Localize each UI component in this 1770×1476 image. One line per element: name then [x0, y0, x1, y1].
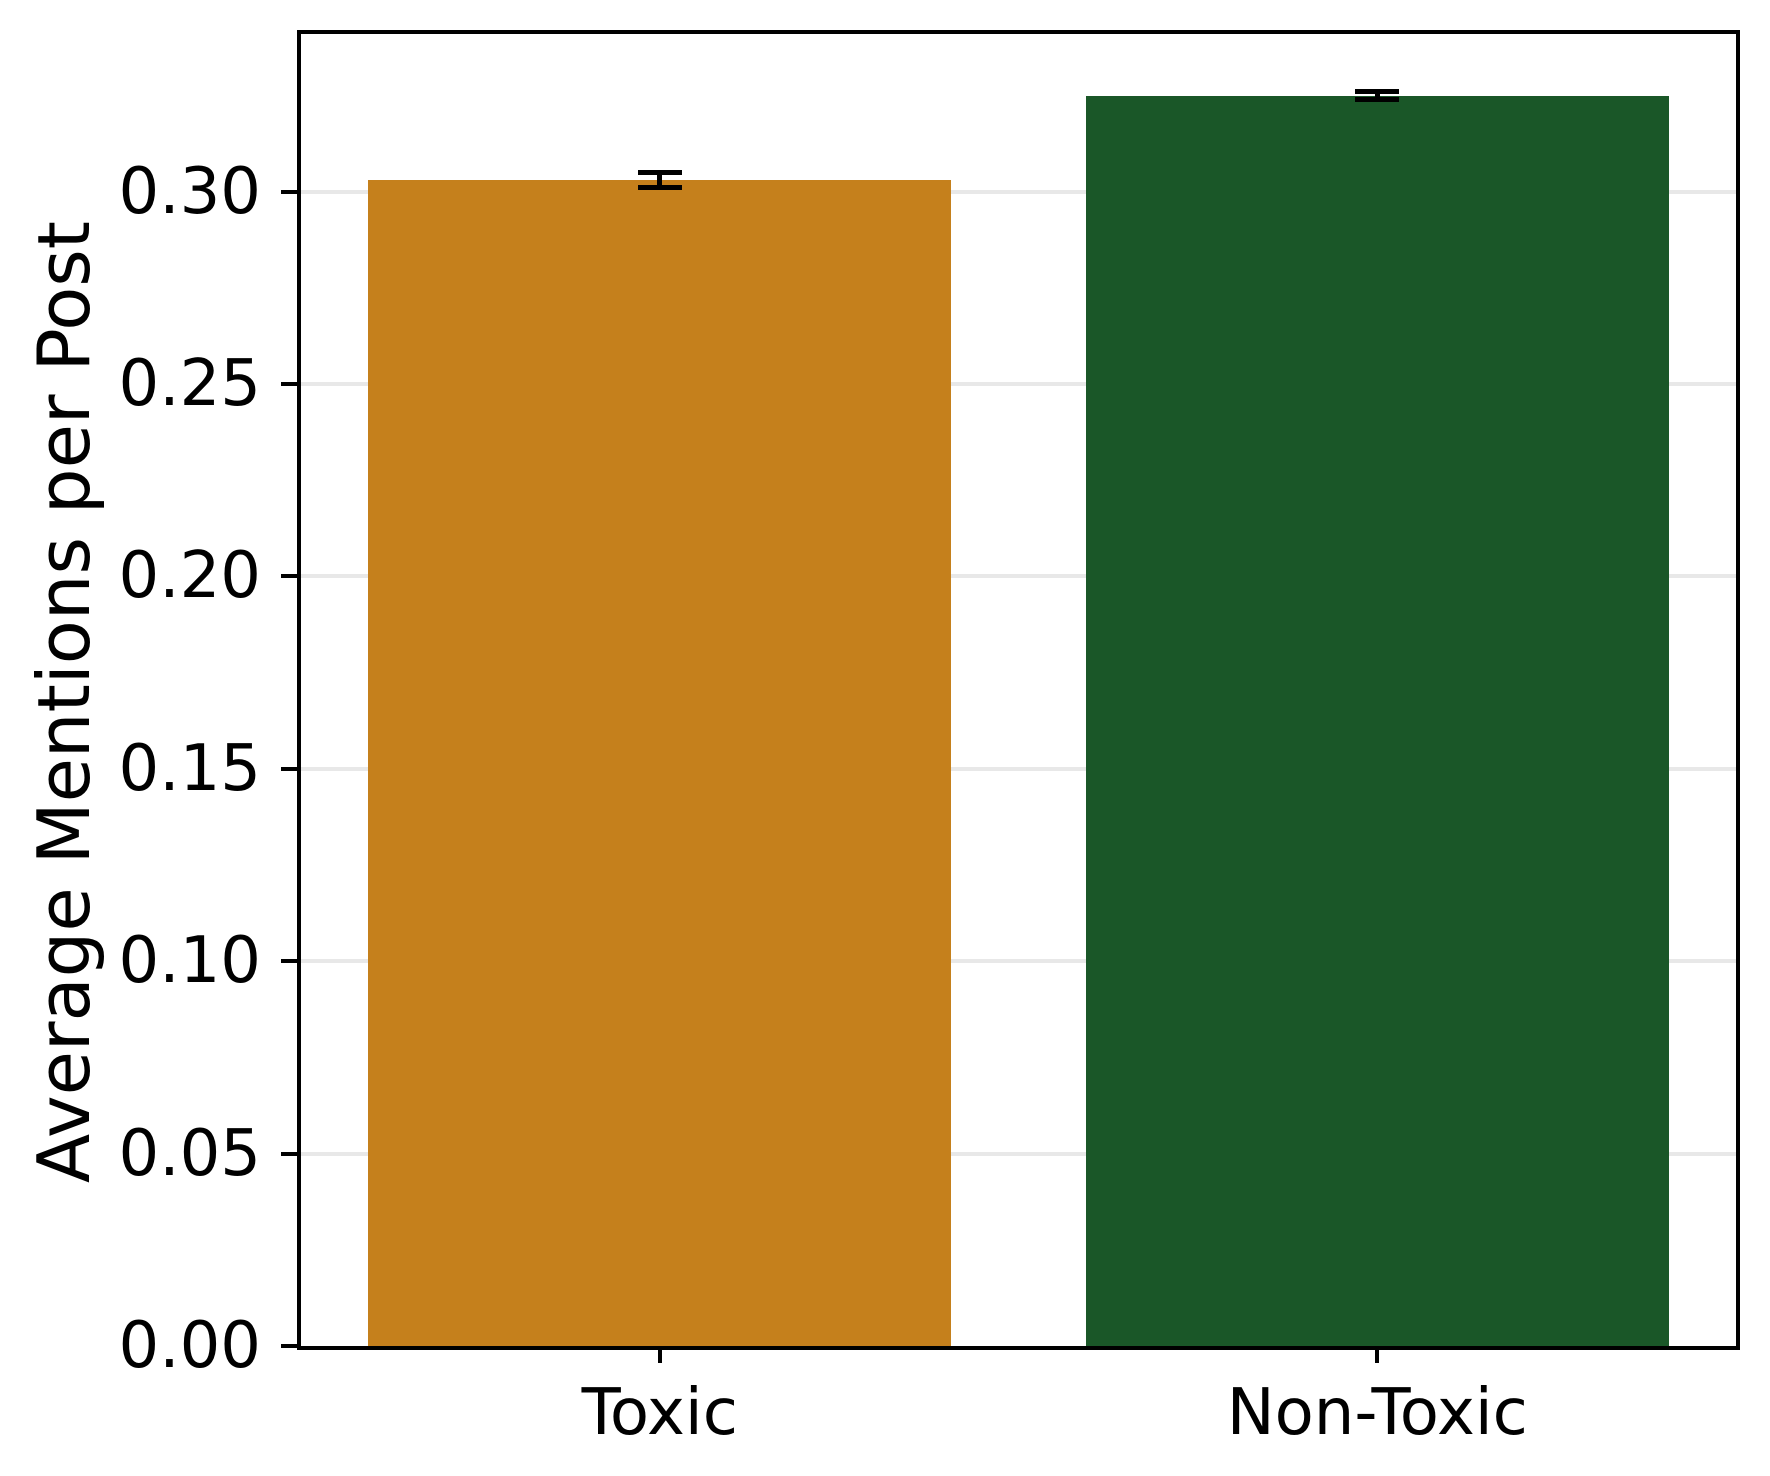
y-tick-label: 0.10	[118, 924, 262, 999]
y-tick-mark	[281, 766, 297, 771]
gridline	[301, 574, 1736, 579]
y-tick-label: 0.00	[118, 1309, 262, 1383]
gridline	[301, 189, 1736, 194]
error-bar-cap-toxic	[637, 185, 682, 191]
error-bar-cap-non-toxic	[1355, 96, 1400, 102]
error-bar-cap-non-toxic	[1355, 89, 1400, 95]
x-tick-mark-non-toxic	[1375, 1350, 1380, 1363]
plot-area	[297, 30, 1740, 1350]
x-tick-mark-toxic	[657, 1350, 662, 1363]
y-tick-mark	[281, 189, 297, 194]
y-tick-mark	[281, 1151, 297, 1156]
y-tick-label: 0.30	[118, 154, 262, 229]
bar-non-toxic	[1085, 95, 1669, 1346]
gridline	[301, 766, 1736, 771]
x-tick-label-toxic: Toxic	[581, 1376, 738, 1450]
error-bar-toxic	[657, 172, 663, 188]
error-bar-non-toxic	[1374, 91, 1380, 100]
y-tick-mark	[281, 959, 297, 964]
y-tick-label: 0.05	[118, 1116, 262, 1191]
gridline	[301, 959, 1736, 964]
y-tick-label: 0.25	[118, 347, 262, 422]
gridline	[301, 382, 1736, 387]
x-tick-label-non-toxic: Non-Toxic	[1226, 1376, 1528, 1450]
y-tick-label: 0.15	[118, 731, 262, 806]
gridline	[301, 1151, 1736, 1156]
y-tick-label: 0.20	[118, 539, 262, 614]
bar-toxic	[368, 180, 952, 1346]
y-tick-mark	[281, 574, 297, 579]
error-bar-cap-toxic	[637, 170, 682, 175]
y-tick-mark	[281, 382, 297, 387]
y-tick-mark	[281, 1344, 297, 1348]
